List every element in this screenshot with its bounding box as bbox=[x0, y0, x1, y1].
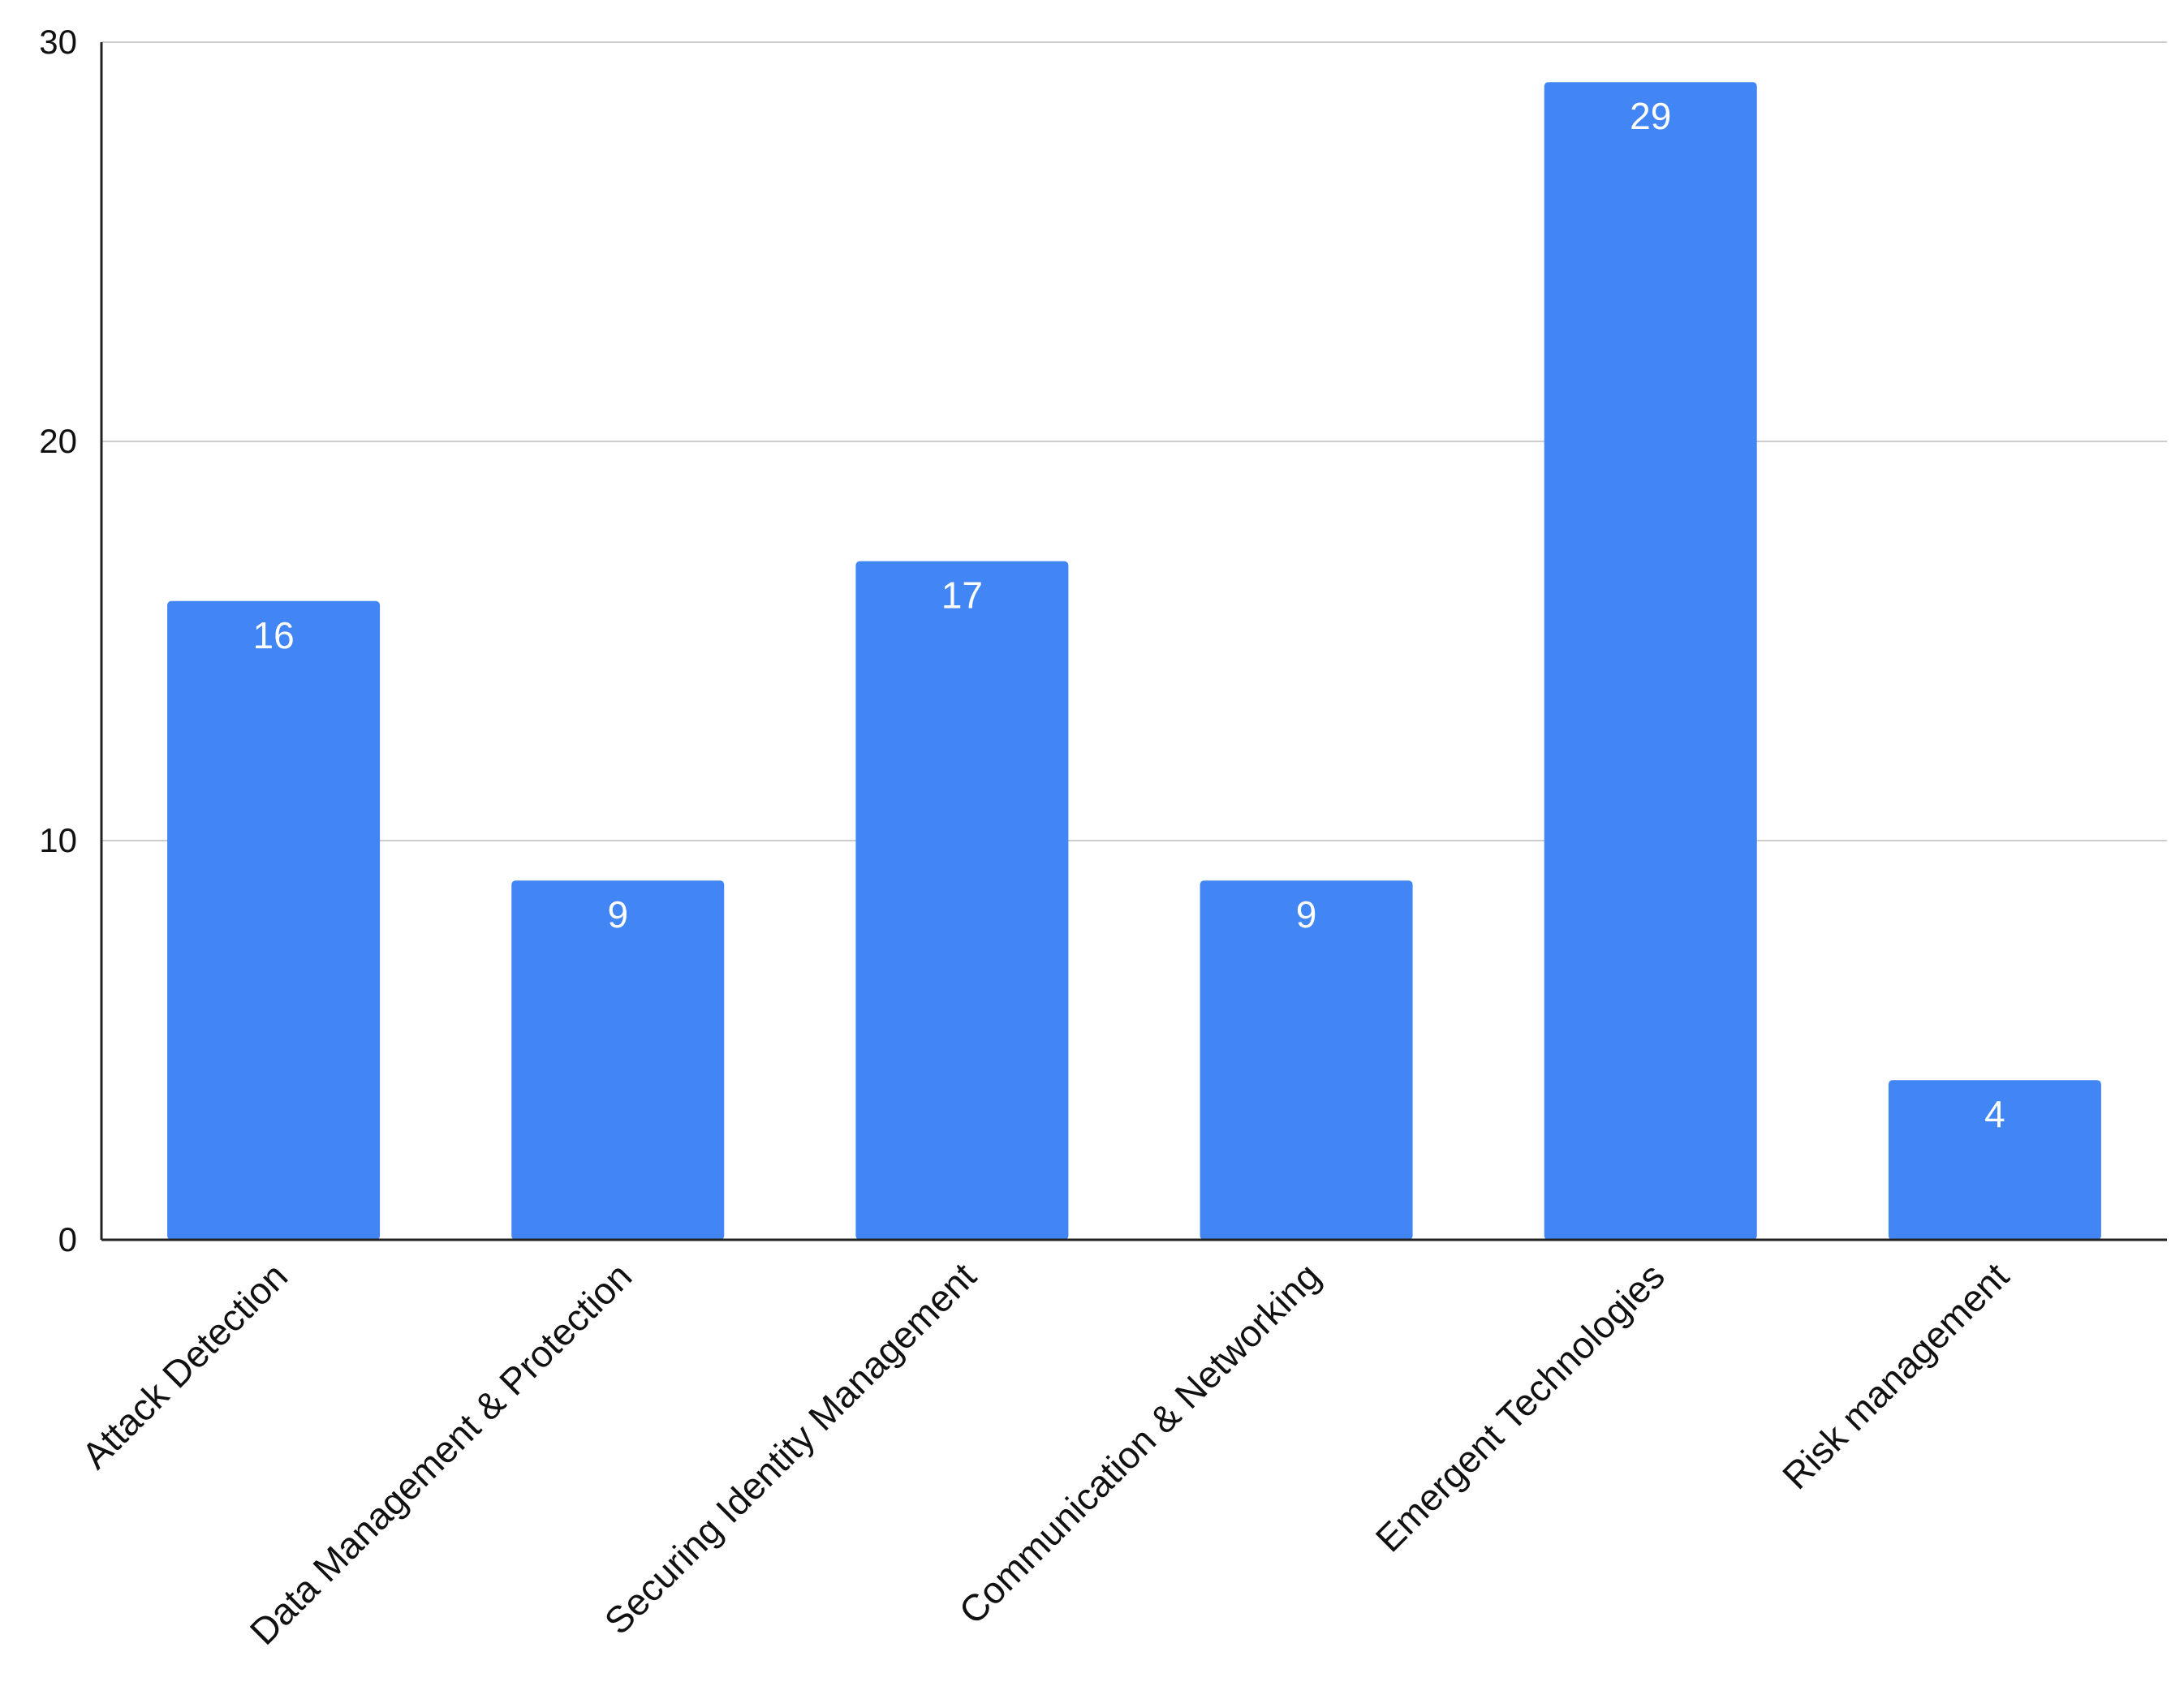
bar bbox=[855, 561, 1069, 1240]
bar-data-label: 4 bbox=[1984, 1093, 2005, 1135]
bar-data-label: 9 bbox=[1296, 893, 1317, 936]
y-tick-label: 0 bbox=[58, 1220, 77, 1258]
y-tick-label: 20 bbox=[39, 422, 77, 460]
x-category-label: Risk management bbox=[1774, 1254, 2017, 1497]
x-category-label: Securing Identity Management bbox=[597, 1254, 984, 1642]
y-tick-label: 10 bbox=[39, 821, 77, 859]
bar bbox=[1200, 880, 1413, 1240]
bars: 16 9 17 9 29 4 bbox=[167, 82, 2101, 1241]
x-category-label: Attack Detection bbox=[74, 1254, 296, 1477]
x-category-label: Communication & Networking bbox=[950, 1254, 1328, 1632]
bar-data-label: 17 bbox=[941, 574, 983, 617]
y-axis-ticks: 0 10 20 30 bbox=[39, 23, 77, 1258]
bar-data-label: 16 bbox=[252, 614, 294, 656]
x-category-label: Data Management & Protection bbox=[242, 1254, 640, 1653]
gridlines bbox=[101, 41, 2167, 841]
bar-data-label: 29 bbox=[1630, 95, 1671, 137]
bar-data-label: 9 bbox=[607, 893, 628, 936]
x-category-label: Emergent Technologies bbox=[1368, 1254, 1673, 1559]
bar bbox=[1544, 82, 1757, 1241]
y-tick-label: 30 bbox=[39, 23, 77, 61]
bar bbox=[1888, 1080, 2101, 1240]
bar bbox=[167, 600, 381, 1240]
bar bbox=[511, 880, 725, 1240]
